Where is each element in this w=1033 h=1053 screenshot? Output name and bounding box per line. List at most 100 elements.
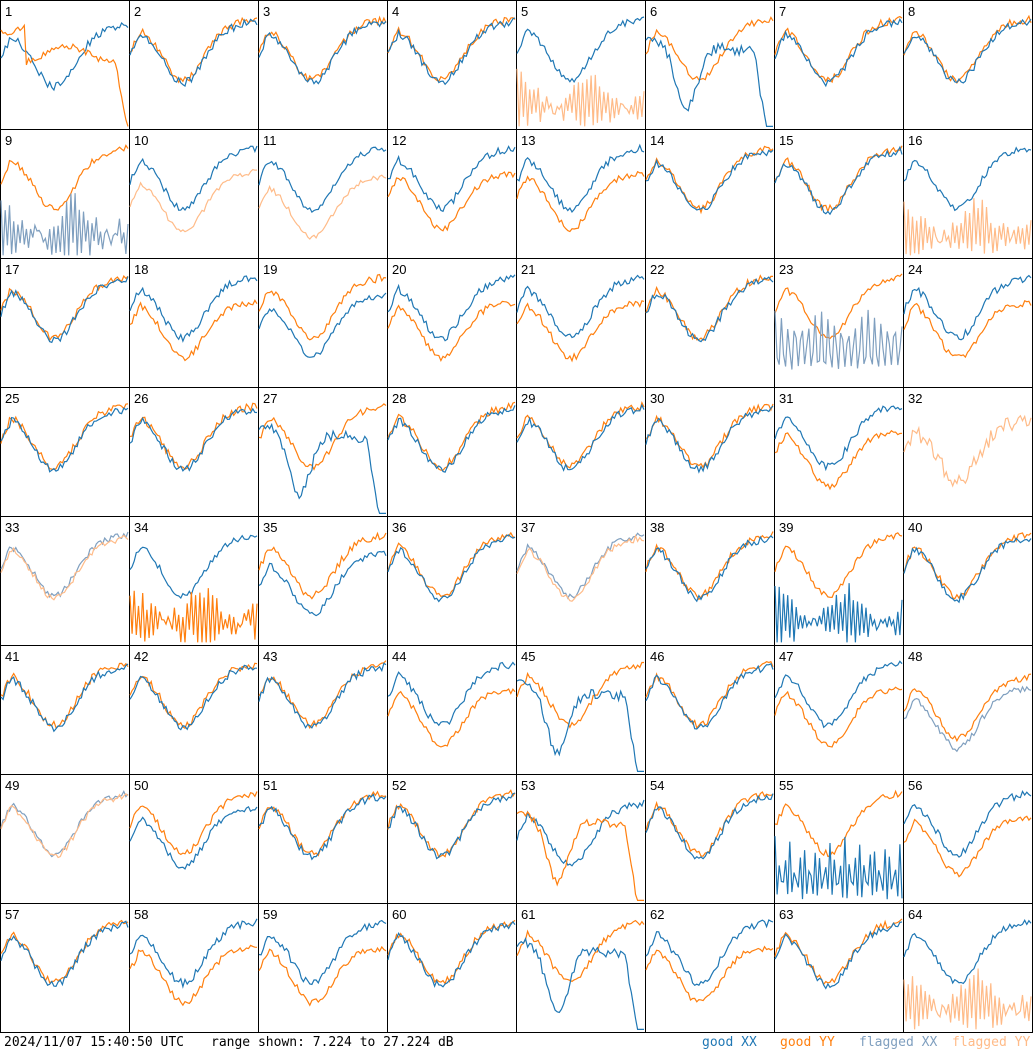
spectrum-line-good-xx xyxy=(0,276,129,344)
spectrum-line-good-yy xyxy=(258,790,387,857)
panel-frame xyxy=(516,516,646,646)
panel-label: 6 xyxy=(650,4,657,19)
panel-frame xyxy=(0,0,130,130)
spectrum-line-good-yy xyxy=(645,945,774,1003)
panel-frame xyxy=(516,258,646,388)
panel-frame xyxy=(129,258,259,388)
antenna-panel: 29 xyxy=(516,387,646,517)
panel-label: 19 xyxy=(263,262,277,277)
panel-label: 17 xyxy=(5,262,19,277)
panel-frame xyxy=(903,774,1033,904)
panel-label: 28 xyxy=(392,391,406,406)
spectrum-line-good-yy xyxy=(0,403,129,471)
antenna-panel: 42 xyxy=(129,645,259,775)
antenna-panel: 19 xyxy=(258,258,388,388)
spectrum-line-good-xx xyxy=(774,145,903,216)
panel-frame xyxy=(258,645,388,775)
antenna-panel: 9 xyxy=(0,129,130,259)
antenna-panel: 17 xyxy=(0,258,130,388)
antenna-panel: 57 xyxy=(0,903,130,1033)
spectrum-line-good-xx xyxy=(774,660,903,729)
antenna-panel: 24 xyxy=(903,258,1033,388)
panel-frame xyxy=(774,0,904,130)
panel-frame xyxy=(645,903,775,1033)
spectrum-line-flagged-xx xyxy=(516,532,645,600)
panel-frame xyxy=(645,129,775,259)
antenna-panel: 8 xyxy=(903,0,1033,130)
antenna-panel: 60 xyxy=(387,903,517,1033)
antenna-panel: 51 xyxy=(258,774,388,904)
panel-frame xyxy=(774,645,904,775)
spectrum-line-good-xx xyxy=(129,145,258,211)
panel-frame xyxy=(258,903,388,1033)
antenna-panel: 6 xyxy=(645,0,775,130)
panel-label: 21 xyxy=(521,262,535,277)
panel-frame xyxy=(0,774,130,904)
panel-label: 38 xyxy=(650,520,664,535)
spectrum-line-good-yy xyxy=(0,144,129,211)
antenna-panel: 41 xyxy=(0,645,130,775)
spectrum-line-good-yy xyxy=(516,661,644,729)
antenna-panel: 2 xyxy=(129,0,259,130)
antenna-panel: 30 xyxy=(645,387,775,517)
spectrum-line-good-yy xyxy=(903,14,1032,85)
spectrum-line-flagged-yy xyxy=(0,534,129,601)
spectrum-line-good-xx xyxy=(516,16,645,84)
panel-frame xyxy=(129,645,259,775)
spectrum-line-good-yy xyxy=(645,145,774,215)
panel-label: 64 xyxy=(908,907,922,922)
spectrum-line-flagged-yy xyxy=(0,792,129,859)
antenna-panel: 3 xyxy=(258,0,388,130)
spectrum-line-good-yy xyxy=(645,660,774,730)
spectrum-line-good-xx xyxy=(0,407,129,473)
spectrum-line-good-xx xyxy=(258,422,386,514)
panel-frame xyxy=(387,0,517,130)
panel-label: 53 xyxy=(521,778,535,793)
spectrum-line-good-yy xyxy=(903,300,1032,359)
spectrum-line-good-xx xyxy=(0,663,129,733)
panel-label: 58 xyxy=(134,907,148,922)
spectrum-line-good-xx xyxy=(903,146,1032,212)
antenna-panel: 14 xyxy=(645,129,775,259)
panel-label: 13 xyxy=(521,133,535,148)
panel-label: 57 xyxy=(5,907,19,922)
spectrum-line-good-yy xyxy=(258,945,387,1007)
panel-label: 60 xyxy=(392,907,406,922)
antenna-panel: 31 xyxy=(774,387,904,517)
panel-frame xyxy=(903,387,1033,517)
spectrum-line-good-xx xyxy=(516,936,644,1030)
panel-frame xyxy=(387,645,517,775)
panel-frame xyxy=(258,387,388,517)
antenna-panel: 50 xyxy=(129,774,259,904)
antenna-panel: 32 xyxy=(903,387,1033,517)
spectrum-line-flagged-yy xyxy=(903,198,1032,256)
panel-label: 7 xyxy=(779,4,786,19)
spectrum-line-good-yy xyxy=(516,810,644,901)
antenna-panel: 39 xyxy=(774,516,904,646)
panel-label: 63 xyxy=(779,907,793,922)
panel-label: 31 xyxy=(779,391,793,406)
panel-frame xyxy=(258,516,388,646)
spectrum-line-good-xx xyxy=(258,292,387,358)
panel-label: 23 xyxy=(779,262,793,277)
antenna-panel: 55 xyxy=(774,774,904,904)
legend-flagged-yy: flagged YY xyxy=(952,1035,1031,1050)
range-label: range shown: 7.224 to 27.224 dB xyxy=(211,1035,454,1050)
spectrum-line-good-xx xyxy=(903,274,1032,341)
spectrum-line-good-yy xyxy=(774,273,903,340)
panel-frame xyxy=(645,0,775,130)
panel-frame xyxy=(387,774,517,904)
spectrum-line-good-xx xyxy=(903,18,1032,84)
panel-frame xyxy=(903,645,1033,775)
antenna-panel: 21 xyxy=(516,258,646,388)
antenna-panel: 4 xyxy=(387,0,517,130)
panel-label: 9 xyxy=(5,133,12,148)
antenna-panel: 40 xyxy=(903,516,1033,646)
panel-frame xyxy=(0,516,130,646)
panel-label: 61 xyxy=(521,907,535,922)
antenna-panel: 23 xyxy=(774,258,904,388)
spectrum-line-good-yy xyxy=(516,170,645,233)
spectrum-line-good-xx xyxy=(387,145,516,213)
spectrum-line-good-yy xyxy=(774,429,903,491)
spectrum-line-flagged-yy xyxy=(258,174,387,240)
